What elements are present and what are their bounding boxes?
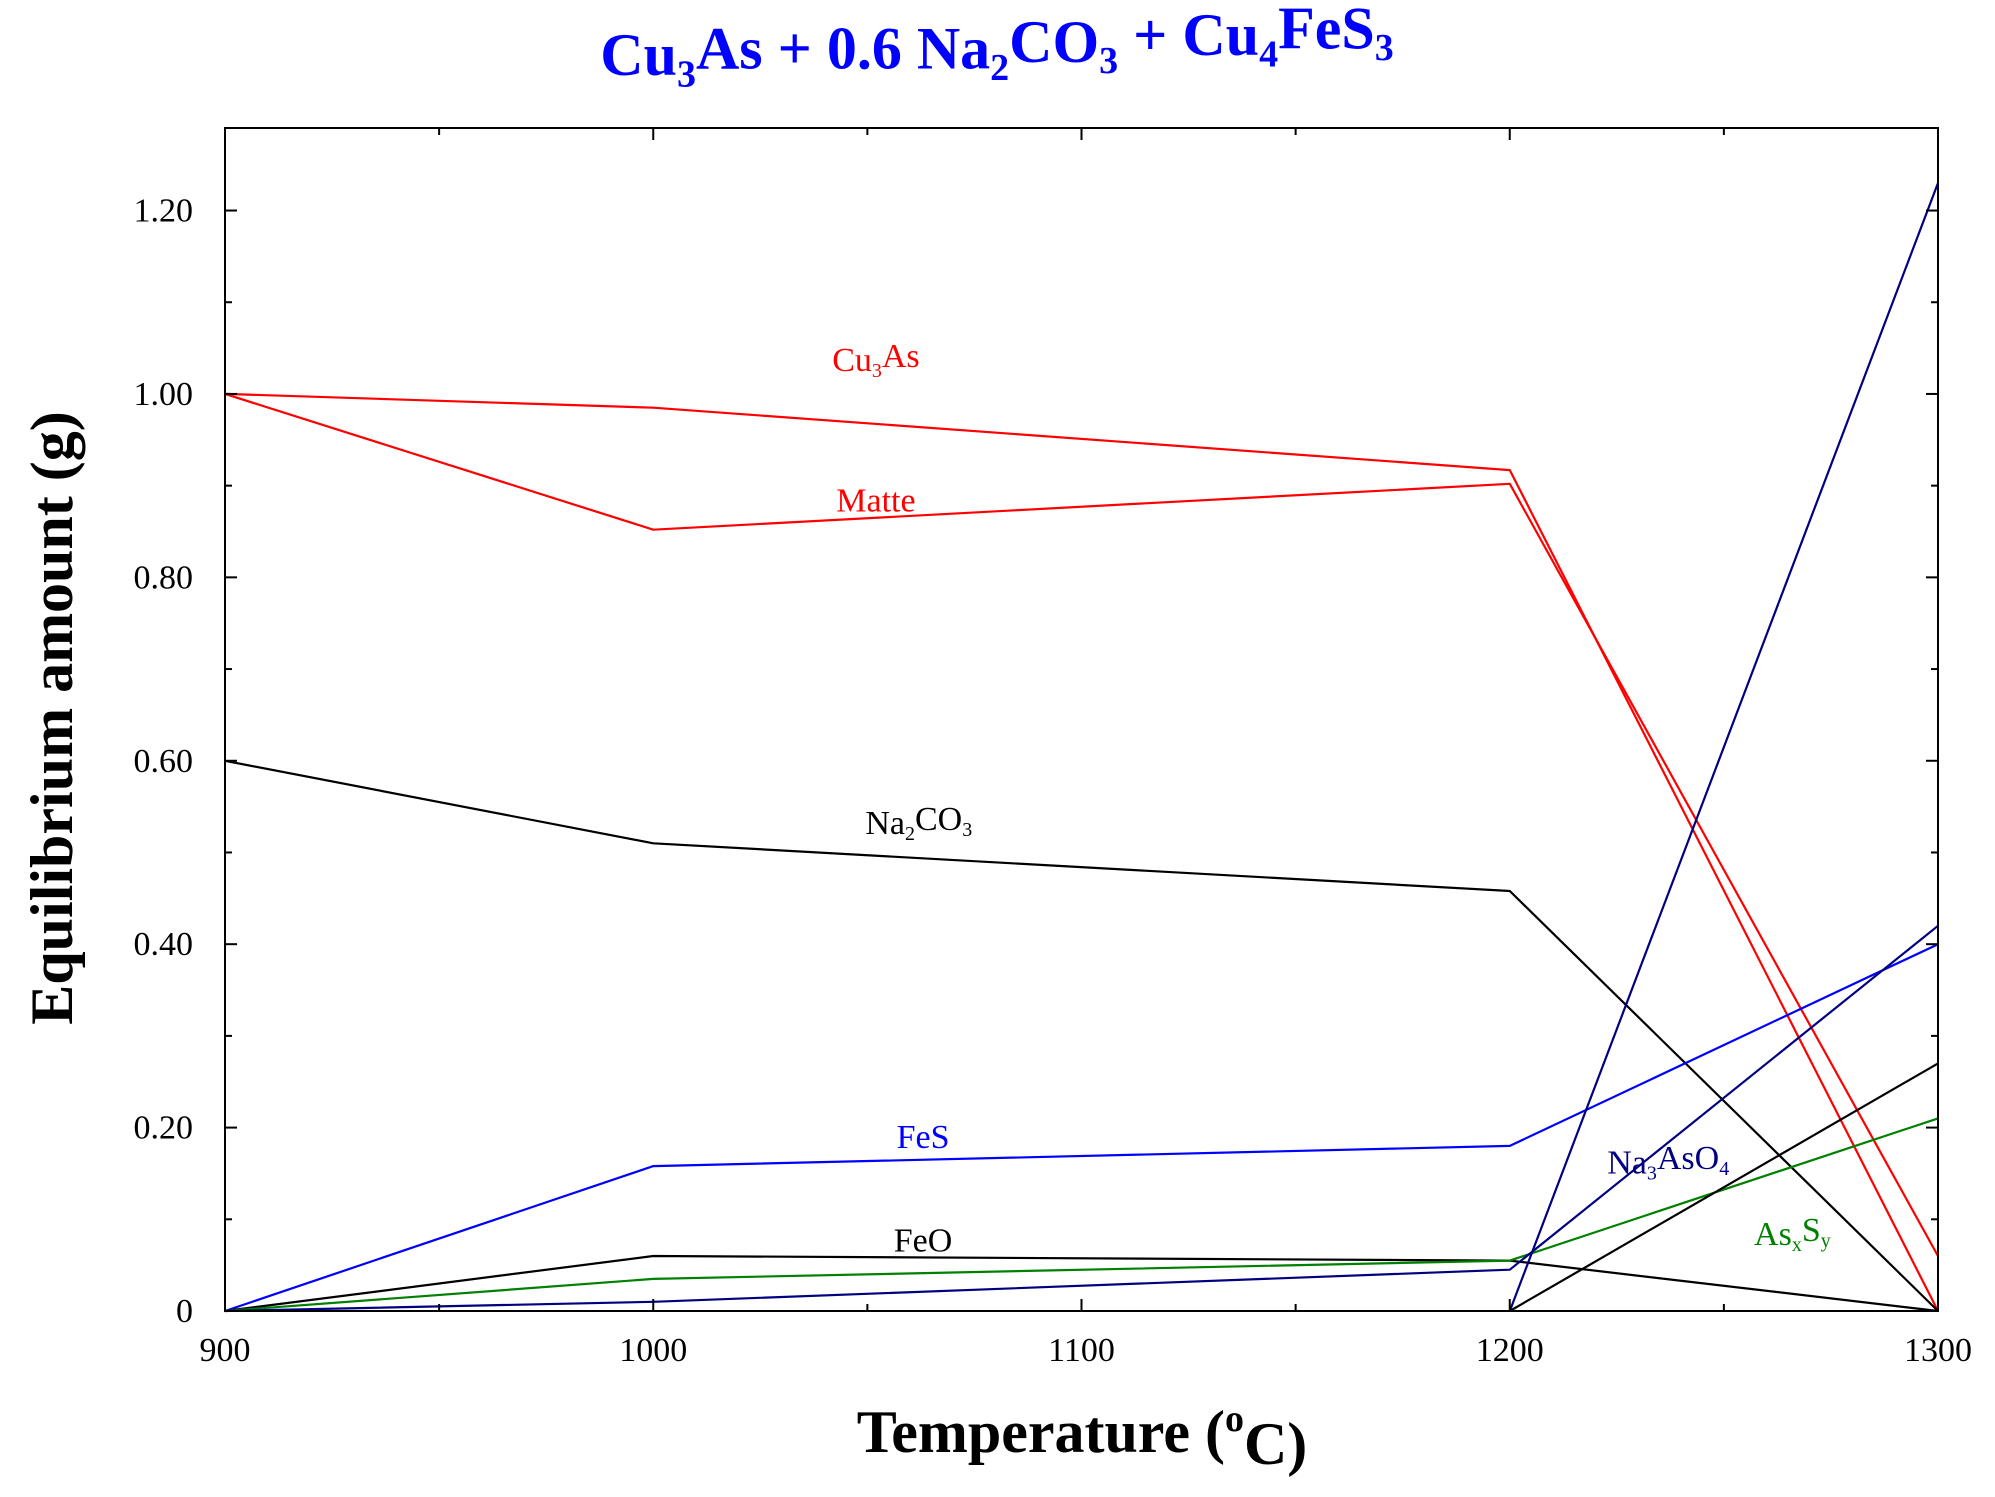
y-tick-label: 0 <box>176 1293 193 1330</box>
y-tick-label: 0.80 <box>134 559 194 596</box>
chart-title-part: Cu <box>600 22 677 88</box>
chart-title-part: 3 <box>677 53 696 95</box>
x-tick-label: 900 <box>200 1332 251 1369</box>
series-label-asxsy-part: S <box>1802 1212 1821 1249</box>
series-label-na2co3-part: 3 <box>962 819 972 841</box>
series-label-fes: FeS <box>897 1119 950 1156</box>
series-label-na3aso4-part: AsO <box>1657 1140 1719 1177</box>
series-line-feo <box>224 1254 1939 1313</box>
series-label-cu3as-part: As <box>882 338 920 375</box>
y-tick-label: 0.20 <box>134 1110 194 1147</box>
chart-title-part: 2 <box>990 47 1009 89</box>
chart-title-part: 4 <box>1259 34 1278 76</box>
series-label-asxsy-part: y <box>1821 1230 1831 1252</box>
x-axis-title: Temperature (oC) <box>857 1398 1308 1477</box>
series-label-feo-part: FeO <box>894 1222 953 1259</box>
x-tick-label: 1100 <box>1048 1332 1115 1369</box>
series-label-matte: Matte <box>836 482 915 519</box>
chart-title-part: As + 0.6 Na <box>696 15 990 81</box>
series-line-species-mid <box>1509 1062 1939 1312</box>
series-line-cu3as <box>224 392 1939 1312</box>
y-tick-label: 0.60 <box>134 743 194 780</box>
chart-title-part: 3 <box>1099 40 1118 82</box>
series-label-cu3as-part: Cu <box>832 342 872 379</box>
chart-title-part: 3 <box>1375 27 1394 69</box>
chart-title-part: FeS <box>1278 0 1375 62</box>
series-label-asxsy-part: x <box>1792 1234 1802 1256</box>
series-line-matte <box>224 392 1939 1257</box>
y-tick-label: 1.20 <box>134 193 194 230</box>
chart-title: Cu3As + 0.6 Na2CO3 + Cu4FeS3 <box>600 0 1393 95</box>
series-line-species-high <box>1508 182 1940 1312</box>
x-tick-label: 1200 <box>1476 1332 1544 1369</box>
x-axis-title-part: o <box>1225 1398 1244 1440</box>
series-label-matte-part: Matte <box>836 482 915 519</box>
series-label-na3aso4: Na3AsO4 <box>1607 1140 1729 1184</box>
x-tick-label: 1300 <box>1904 1332 1972 1369</box>
series-label-na3aso4-part: 3 <box>1647 1162 1657 1184</box>
x-axis-title-part: C) <box>1244 1411 1307 1477</box>
series-label-na2co3-part: Na <box>865 805 905 842</box>
ticks-group: 900 1000 1100 1200 1300 0 0.20 0.40 0.60 0.80 1.00… <box>134 128 1972 1369</box>
series-label-cu3as-part: 3 <box>872 360 882 382</box>
chart-title-part: CO <box>1009 9 1099 75</box>
series-label-na2co3: Na2CO3 <box>865 801 972 845</box>
series-line-asxsy <box>224 1117 1939 1313</box>
y-axis-title: Equilibrium amount (g) <box>19 411 85 1024</box>
x-axis-title-part: Temperature ( <box>857 1399 1225 1465</box>
series-label-asxsy: AsxSy <box>1754 1212 1831 1256</box>
y-tick-label: 1.00 <box>134 376 194 413</box>
x-tick-label: 1000 <box>619 1332 687 1369</box>
series-label-feo: FeO <box>894 1222 953 1259</box>
series-label-na3aso4-part: 4 <box>1719 1158 1729 1180</box>
series-label-na2co3-part: CO <box>915 801 962 838</box>
series-label-cu3as: Cu3As <box>832 338 919 382</box>
series-label-na3aso4-part: Na <box>1607 1144 1647 1181</box>
series-label-fes-part: FeS <box>897 1119 950 1156</box>
series-line-fes <box>224 943 1939 1313</box>
series-label-na2co3-part: 2 <box>905 823 915 845</box>
series-label-asxsy-part: As <box>1754 1216 1792 1253</box>
chart-title-part: + Cu <box>1118 2 1259 68</box>
y-tick-label: 0.40 <box>134 926 194 963</box>
series-line-na2co3 <box>224 759 1939 1312</box>
